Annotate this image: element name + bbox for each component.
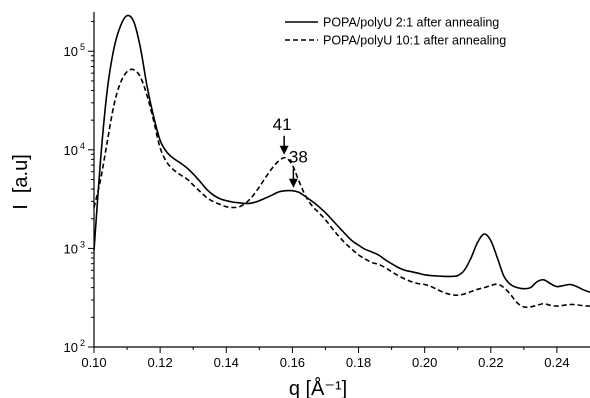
x-tick-label: 0.12 [147,355,172,370]
x-tick-label: 0.22 [478,355,503,370]
series-line-2 [93,68,590,309]
series-line-1 [93,14,590,293]
legend-label-series-1: POPA/polyU 2:1 after annealing [323,16,499,30]
x-axis-title: q [Å⁻¹] [289,377,347,398]
x-tick-label: 0.16 [280,355,305,370]
annotation-label: 38 [289,148,308,167]
legend: POPA/polyU 2:1 after annealing POPA/poly… [285,16,506,48]
y-tick-label: 10 [64,143,78,158]
y-tick-exponent: 5 [80,42,85,52]
x-tick-label: 0.24 [544,355,569,370]
annotation-arrow-head [288,178,298,188]
series-layer [93,14,590,309]
y-tick-label: 10 [64,340,78,355]
annotation-arrow-head [279,145,289,155]
y-axis-title: I [a.u] [10,154,32,210]
x-tick-label: 0.10 [81,355,106,370]
plot-area [93,12,590,348]
annotation-layer: 41 38 [273,115,308,188]
y-tick-exponent: 4 [80,141,85,151]
x-tick-label: 0.14 [214,355,239,370]
y-tick-label: 10 [64,241,78,256]
x-tick-label: 0.18 [346,355,371,370]
y-tick-exponent: 3 [80,239,85,249]
legend-label-series-2: POPA/polyU 10:1 after annealing [323,34,506,48]
y-tick-exponent: 2 [80,338,85,348]
x-tick-label: 0.20 [412,355,437,370]
annotation-label: 41 [273,115,292,134]
x-axis-ticks: 0.10 0.12 0.14 0.16 0.18 0.20 0.22 0.24 [81,347,570,370]
y-tick-label: 10 [64,44,78,59]
